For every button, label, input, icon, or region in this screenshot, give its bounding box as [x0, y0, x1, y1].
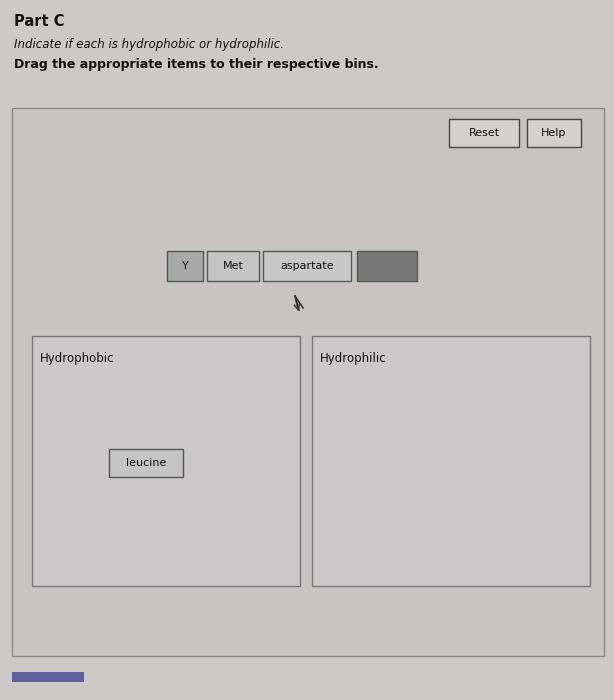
- Text: leucine: leucine: [126, 458, 166, 468]
- FancyBboxPatch shape: [109, 449, 183, 477]
- Text: Hydrophilic: Hydrophilic: [320, 352, 387, 365]
- FancyBboxPatch shape: [449, 119, 519, 147]
- Text: Indicate if each is hydrophobic or hydrophilic.: Indicate if each is hydrophobic or hydro…: [14, 38, 284, 51]
- Text: Help: Help: [542, 128, 567, 138]
- Bar: [12, 108, 604, 656]
- Bar: [32, 336, 300, 586]
- FancyBboxPatch shape: [207, 251, 259, 281]
- FancyBboxPatch shape: [357, 251, 417, 281]
- FancyBboxPatch shape: [167, 251, 203, 281]
- Text: Y: Y: [182, 261, 188, 271]
- FancyBboxPatch shape: [527, 119, 581, 147]
- Text: Drag the appropriate items to their respective bins.: Drag the appropriate items to their resp…: [14, 58, 379, 71]
- Bar: [312, 336, 590, 586]
- Text: aspartate: aspartate: [280, 261, 334, 271]
- Text: Hydrophobic: Hydrophobic: [40, 352, 114, 365]
- Text: Met: Met: [222, 261, 243, 271]
- Text: Part C: Part C: [14, 14, 64, 29]
- FancyBboxPatch shape: [263, 251, 351, 281]
- Text: Reset: Reset: [468, 128, 500, 138]
- Bar: [12, 672, 84, 682]
